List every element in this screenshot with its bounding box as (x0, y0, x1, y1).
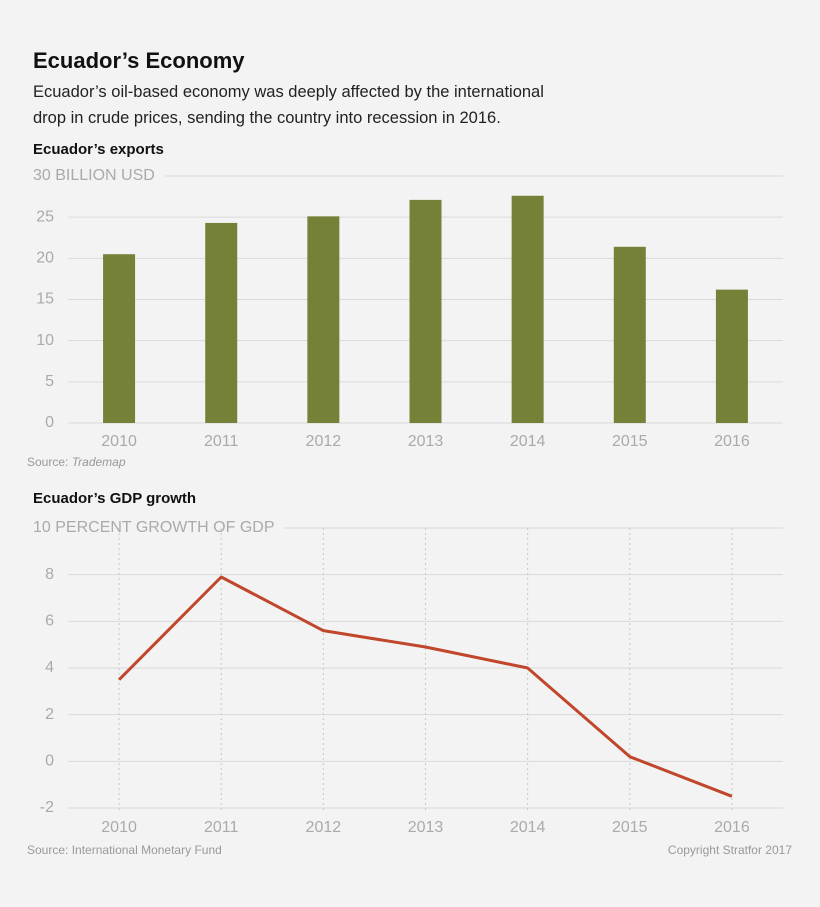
y-tick-label: 6 (45, 613, 54, 630)
x-tick-label: 2014 (510, 433, 546, 450)
y-tick-label: 15 (36, 291, 54, 308)
x-tick-label: 2015 (612, 433, 648, 450)
source: Source: Trademap (27, 455, 126, 469)
x-tick-label: 2014 (510, 819, 546, 836)
y-tick-label: -2 (40, 799, 54, 816)
bar (307, 216, 340, 423)
y-tick-label: 30 BILLION USD (33, 167, 155, 184)
page-title: Ecuador’s Economy (33, 48, 245, 73)
x-tick-label: 2013 (408, 819, 444, 836)
x-tick-label: 2012 (306, 819, 342, 836)
bar (511, 195, 544, 423)
y-tick-label: 8 (45, 566, 54, 583)
y-tick-label: 10 PERCENT GROWTH OF GDP (33, 519, 275, 536)
x-tick-label: 2013 (408, 433, 444, 450)
bar (103, 254, 136, 423)
x-tick-label: 2012 (306, 433, 342, 450)
source-name: Trademap (72, 455, 126, 469)
y-tick-label: 10 (36, 332, 54, 349)
source: Source: International Monetary Fund (27, 843, 222, 857)
y-tick-label: 2 (45, 706, 54, 723)
source-label: Source: (27, 843, 68, 857)
x-tick-label: 2011 (204, 433, 239, 450)
x-tick-label: 2011 (204, 819, 239, 836)
y-tick-label: 0 (45, 753, 54, 770)
y-tick-label: 25 (36, 208, 54, 225)
bar (715, 289, 748, 423)
source-name: International Monetary Fund (72, 843, 222, 857)
chart-title: Ecuador’s exports (33, 141, 164, 158)
bar (205, 222, 238, 423)
page-subtitle: Ecuador’s oil-based economy was deeply a… (33, 83, 544, 127)
bar (409, 199, 442, 423)
copyright: Copyright Stratfor 2017 (668, 843, 792, 857)
y-tick-label: 20 (36, 250, 54, 267)
x-tick-label: 2016 (714, 819, 750, 836)
line (118, 575, 733, 798)
chart-title: Ecuador’s GDP growth (33, 490, 196, 507)
source-label: Source: (27, 455, 68, 469)
x-tick-label: 2010 (101, 433, 137, 450)
bar (613, 246, 646, 423)
x-tick-label: 2016 (714, 433, 750, 450)
x-tick-label: 2015 (612, 819, 648, 836)
y-tick-label: 5 (45, 373, 54, 390)
y-tick-label: 0 (45, 414, 54, 431)
x-tick-label: 2010 (101, 819, 137, 836)
y-tick-label: 4 (45, 659, 54, 676)
